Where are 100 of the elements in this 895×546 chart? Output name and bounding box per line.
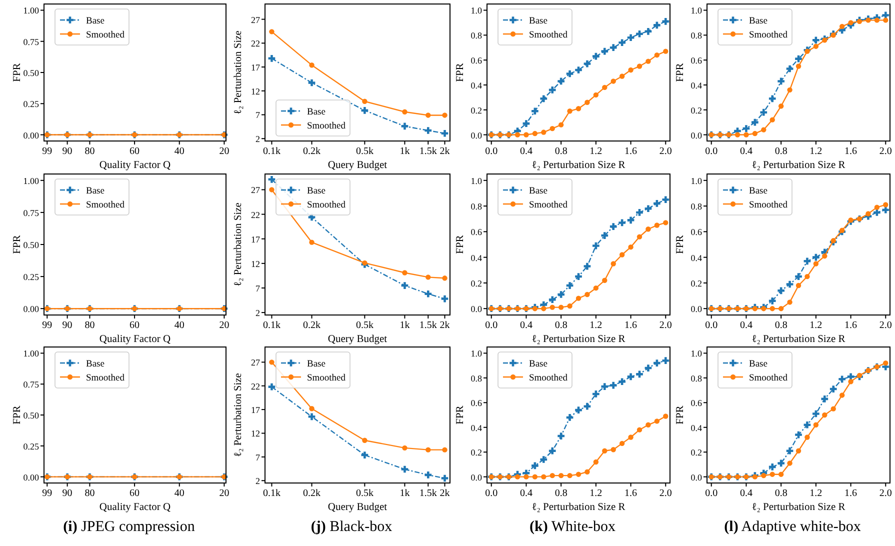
point [584, 100, 590, 105]
x-tick-label: 1.6 [844, 488, 858, 499]
y-tick-label: 7 [256, 283, 260, 294]
point [839, 392, 845, 398]
y-axis-title: FPR [455, 406, 466, 424]
y-axis-title: FPR [12, 406, 23, 424]
point [610, 44, 617, 52]
x-tick-label: 0.8 [554, 320, 568, 331]
y-axis-title: FPR [12, 235, 23, 254]
x-tick-label: 99 [42, 488, 52, 499]
x-tick-label: 1.2 [590, 488, 602, 499]
point [567, 472, 572, 478]
y-tick-label: 0.4 [470, 422, 482, 433]
y-tick-label: 12 [251, 86, 260, 96]
point [830, 32, 836, 38]
y-tick-label: 0.8 [470, 30, 482, 41]
point [646, 226, 651, 232]
point [838, 376, 846, 383]
point [646, 422, 651, 428]
point [601, 232, 608, 239]
point [796, 448, 802, 454]
x-tick-label: 0.4 [740, 146, 752, 157]
y-tick-label: 0.2 [690, 105, 702, 116]
y-tick-label: 0.4 [690, 422, 702, 433]
y-tick-label: 7 [256, 110, 260, 120]
x-tick-label: 0.0 [705, 488, 718, 499]
y-tick-label: 0.50 [23, 410, 40, 420]
y-tick-label: 0.00 [23, 304, 40, 314]
x-tick-label: 1k [400, 320, 410, 331]
point [821, 396, 828, 402]
x-tick-label: 1.2 [810, 320, 822, 331]
point [627, 34, 634, 42]
x-tick-label: 60 [130, 488, 140, 499]
point [787, 300, 792, 305]
point [839, 24, 845, 30]
point [532, 108, 538, 115]
point [576, 296, 582, 301]
y-tick-label: 0.6 [690, 398, 702, 408]
x-tick-label: 0.4 [520, 146, 532, 157]
point [619, 252, 625, 258]
point [584, 262, 591, 270]
y-tick-label: 27 [251, 358, 260, 368]
x-tick-label: 1k [400, 146, 410, 157]
legend-label: Base [86, 359, 104, 370]
y-tick-label: 0.6 [690, 56, 702, 66]
y-tick-label: 22 [251, 210, 260, 220]
point [592, 242, 600, 250]
point [768, 297, 776, 304]
point [548, 296, 556, 304]
point [848, 20, 854, 26]
point [524, 474, 529, 480]
y-tick-label: 0.6 [470, 398, 482, 408]
point [601, 48, 608, 55]
y-tick-label: 1.00 [23, 176, 40, 186]
x-tick-label: 0.8 [774, 488, 788, 499]
x-tick-label: 0.2k [303, 320, 321, 331]
point [558, 122, 564, 128]
point [584, 60, 591, 68]
point [584, 292, 590, 298]
x-tick-label: 90 [62, 488, 72, 499]
y-tick-label: 0.0 [690, 304, 702, 314]
x-tick-label: 0.4 [520, 320, 532, 331]
point [558, 78, 564, 85]
point [550, 304, 555, 310]
x-tick-label: 0.0 [485, 320, 498, 331]
y-tick-label: 27 [251, 185, 260, 196]
point [795, 273, 802, 280]
point [532, 474, 538, 480]
x-tick-label: 2.0 [879, 488, 892, 499]
x-tick-label: 1.2 [590, 146, 602, 157]
point [654, 52, 660, 58]
x-tick-label: 20 [219, 320, 230, 331]
point [636, 209, 643, 216]
point [662, 18, 670, 25]
x-tick-label: 2.0 [879, 146, 892, 157]
y-tick-label: 2 [256, 476, 260, 486]
x-tick-label: 0.0 [705, 320, 718, 331]
point [830, 406, 836, 412]
y-tick-label: 1.00 [23, 6, 40, 16]
legend-label: Smoothed [86, 373, 125, 384]
point [752, 130, 758, 136]
point [778, 460, 784, 467]
point [619, 440, 625, 446]
point [644, 205, 652, 212]
y-axis-title: ℓ₂ Perturbation Size [233, 30, 244, 114]
x-tick-label: 0.0 [485, 146, 498, 157]
y-tick-label: 0.2 [470, 278, 482, 288]
point [593, 92, 599, 98]
x-tick-label: 90 [62, 146, 72, 157]
point [636, 234, 642, 240]
x-tick-label: 80 [84, 146, 95, 157]
point [567, 108, 572, 114]
point [541, 474, 546, 480]
point [734, 132, 740, 138]
point [663, 220, 668, 226]
x-tick-label: 1k [400, 488, 410, 499]
x-tick-label: 40 [174, 146, 184, 157]
legend-label: Smoothed [529, 30, 568, 40]
point [592, 52, 600, 60]
text: (l) Adaptive white-box [724, 519, 862, 535]
